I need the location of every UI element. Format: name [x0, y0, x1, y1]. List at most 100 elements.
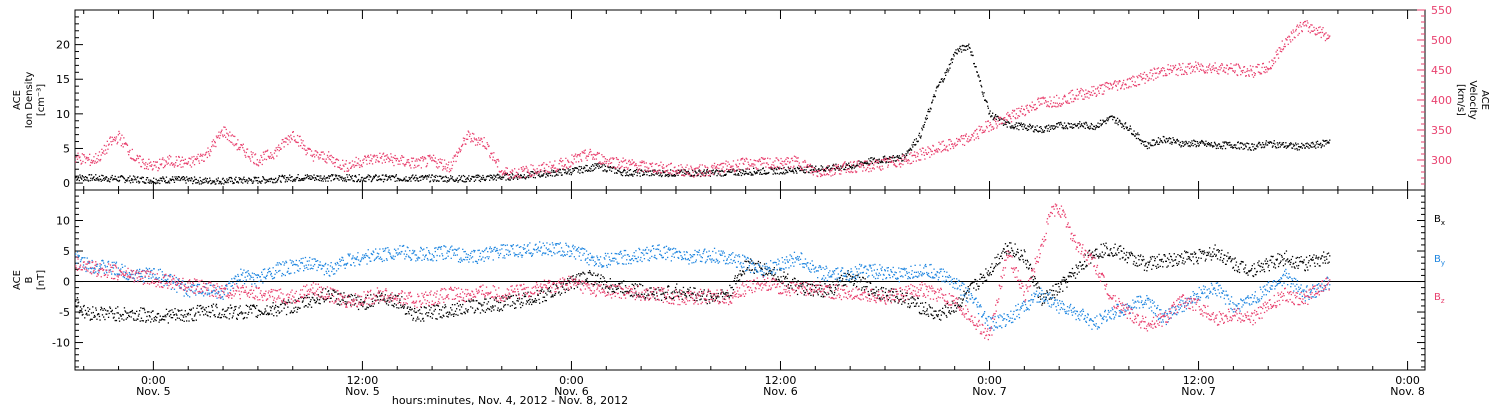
data-point [788, 169, 791, 172]
data-point [486, 142, 488, 144]
data-point [182, 176, 185, 178]
data-point [122, 314, 124, 316]
data-point [77, 152, 79, 154]
data-point [1174, 66, 1176, 68]
data-point [337, 293, 339, 295]
data-point [633, 161, 635, 163]
data-point [579, 153, 582, 155]
data-point [315, 150, 317, 152]
data-point [491, 152, 493, 154]
data-point [178, 310, 180, 312]
data-point [1057, 104, 1060, 106]
data-point [1252, 76, 1255, 78]
data-point [1037, 97, 1039, 99]
data-point [968, 43, 970, 45]
data-point [1232, 70, 1235, 72]
data-point [303, 144, 305, 146]
data-point [778, 167, 780, 169]
data-point [236, 317, 238, 319]
data-point [784, 160, 786, 162]
data-point [1132, 134, 1135, 136]
data-point [265, 150, 267, 152]
data-point [1282, 49, 1284, 51]
data-point [95, 309, 97, 311]
data-point [187, 180, 190, 182]
data-point [975, 66, 977, 68]
data-point [524, 167, 526, 170]
data-point [972, 54, 974, 57]
data-point [926, 117, 928, 120]
data-point [929, 107, 932, 109]
data-point [499, 178, 502, 180]
data-point [845, 163, 847, 165]
data-point [230, 176, 232, 179]
data-point [546, 174, 549, 176]
data-point [449, 168, 451, 170]
data-point [548, 171, 550, 173]
data-point [375, 159, 377, 161]
data-point [95, 153, 97, 155]
data-point [674, 166, 676, 168]
data-point [539, 175, 541, 177]
data-point [678, 172, 680, 174]
data-point [977, 135, 979, 138]
data-point [803, 169, 805, 171]
data-point [92, 177, 94, 180]
data-point [570, 171, 572, 174]
data-point [1168, 69, 1170, 71]
data-point [663, 171, 666, 174]
data-point [698, 170, 700, 172]
data-point [1156, 72, 1158, 74]
data-point [1213, 141, 1216, 143]
data-point [1193, 66, 1195, 69]
data-point [420, 320, 422, 322]
data-point [949, 63, 952, 65]
data-point [815, 170, 817, 172]
data-point [827, 165, 829, 167]
data-point [580, 158, 582, 161]
data-point [410, 180, 412, 182]
data-point [718, 167, 720, 170]
data-point [277, 146, 279, 148]
data-point [1210, 142, 1213, 144]
data-point [168, 310, 170, 313]
data-point [406, 159, 408, 161]
data-point [133, 319, 135, 321]
data-point [145, 179, 147, 181]
data-point [1013, 126, 1016, 129]
data-point [259, 161, 261, 164]
data-point [420, 167, 422, 169]
data-point [825, 168, 827, 170]
data-point [1143, 71, 1146, 74]
data-point [359, 301, 361, 304]
data-point [370, 160, 372, 162]
data-point [773, 170, 775, 172]
data-point [304, 296, 306, 299]
data-point [1181, 145, 1183, 147]
data-point [561, 174, 563, 176]
data-point [719, 173, 721, 175]
data-point [374, 155, 376, 157]
data-point [390, 293, 392, 295]
data-point [510, 172, 513, 174]
data-point [277, 178, 279, 181]
data-point [96, 314, 99, 316]
data-point [318, 179, 321, 182]
data-point [380, 179, 382, 181]
data-point [547, 175, 549, 177]
data-point [717, 170, 719, 173]
data-point [458, 147, 460, 149]
data-point [604, 169, 606, 171]
data-point [1202, 142, 1204, 144]
data-point [428, 155, 430, 157]
data-point [947, 71, 949, 73]
data-point [1246, 68, 1249, 70]
data-point [425, 166, 427, 168]
data-point [132, 158, 134, 160]
data-point [712, 171, 714, 174]
data-point [1238, 66, 1241, 68]
data-point [340, 176, 342, 178]
data-point [793, 165, 795, 167]
data-point [490, 177, 492, 179]
data-point [1090, 122, 1092, 125]
